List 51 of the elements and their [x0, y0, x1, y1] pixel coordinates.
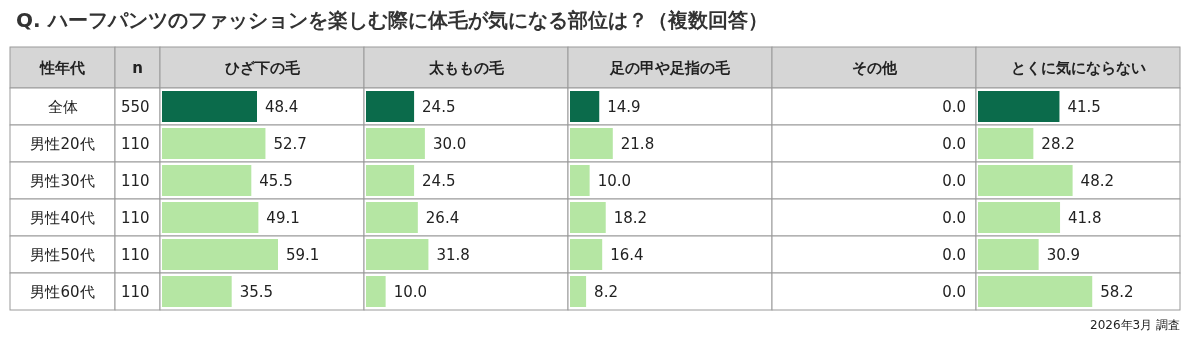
text: 0.0 — [942, 245, 966, 264]
text: 0.0 — [942, 282, 966, 301]
text: その他 — [851, 58, 898, 77]
text: 足の甲や足指の毛 — [609, 58, 731, 77]
text: 太ももの毛 — [427, 58, 505, 77]
text: Q. ハーフパンツのファッションを楽しむ際に体毛が気になる部位は？（複数回答） — [16, 8, 768, 32]
text: 0.0 — [942, 134, 966, 153]
text: 0.0 — [942, 97, 966, 116]
text: n — [132, 58, 143, 77]
data-label: 30.0 — [432, 134, 467, 153]
category-label: 男性20代 — [30, 134, 95, 153]
data-label: 110 — [121, 282, 150, 301]
text: 0.0 — [942, 208, 966, 227]
text: 0.0 — [942, 171, 966, 190]
data-label: 31.8 — [436, 245, 470, 264]
data-label: 110 — [121, 171, 150, 190]
data-label: 10.0 — [597, 171, 632, 190]
text: 性年代 — [39, 58, 85, 77]
data-label: 41.8 — [1068, 208, 1102, 227]
data-label: 110 — [121, 245, 150, 264]
data-label: 21.8 — [620, 134, 655, 153]
data-label: 45.5 — [259, 171, 293, 190]
data-label: 550 — [121, 97, 150, 116]
data-label: 59.1 — [286, 245, 320, 264]
chart-title: とくに気にならない — [1010, 58, 1146, 77]
data-label: 28.2 — [1041, 134, 1075, 153]
data-label: 10.0 — [393, 282, 428, 301]
category-label: 男性30代 — [30, 171, 95, 190]
data-label: 49.1 — [266, 208, 300, 227]
text: 2026年3月 調査 — [1090, 318, 1180, 332]
category-label: 男性60代 — [30, 282, 95, 301]
data-label: 26.4 — [425, 208, 460, 227]
data-label: 24.5 — [422, 97, 456, 116]
data-label: 52.7 — [273, 134, 307, 153]
data-label: 58.2 — [1100, 282, 1134, 301]
data-label: 48.2 — [1080, 171, 1115, 190]
data-label: 110 — [121, 208, 150, 227]
data-label: 110 — [121, 134, 150, 153]
data-label: 48.4 — [265, 97, 299, 116]
data-label: 14.9 — [607, 97, 641, 116]
category-label: 男性50代 — [30, 245, 95, 264]
category-label: 全体 — [47, 97, 78, 116]
data-label: 35.5 — [239, 282, 274, 301]
data-label: 16.4 — [610, 245, 644, 264]
category-label: 男性40代 — [30, 208, 95, 227]
data-label: 18.2 — [613, 208, 648, 227]
data-label: 30.9 — [1046, 245, 1081, 264]
data-label: 41.5 — [1067, 97, 1101, 116]
chart-title: ひざ下の毛 — [224, 58, 301, 77]
data-label: 8.2 — [594, 282, 618, 301]
data-label: 24.5 — [422, 171, 456, 190]
